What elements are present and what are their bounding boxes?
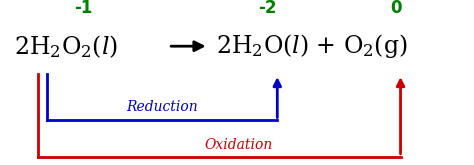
Text: $\mathregular{2H_2O}$$(l)$ + $\mathregular{O_2}$(g): $\mathregular{2H_2O}$$(l)$ + $\mathregul… — [216, 32, 407, 60]
Text: -2: -2 — [258, 0, 277, 17]
Text: $\mathregular{2H_2O_2}$$(l)$: $\mathregular{2H_2O_2}$$(l)$ — [14, 33, 118, 60]
Text: Reduction: Reduction — [127, 100, 198, 114]
Text: 0: 0 — [390, 0, 401, 17]
Text: -1: -1 — [74, 0, 92, 17]
Text: Oxidation: Oxidation — [204, 138, 272, 152]
